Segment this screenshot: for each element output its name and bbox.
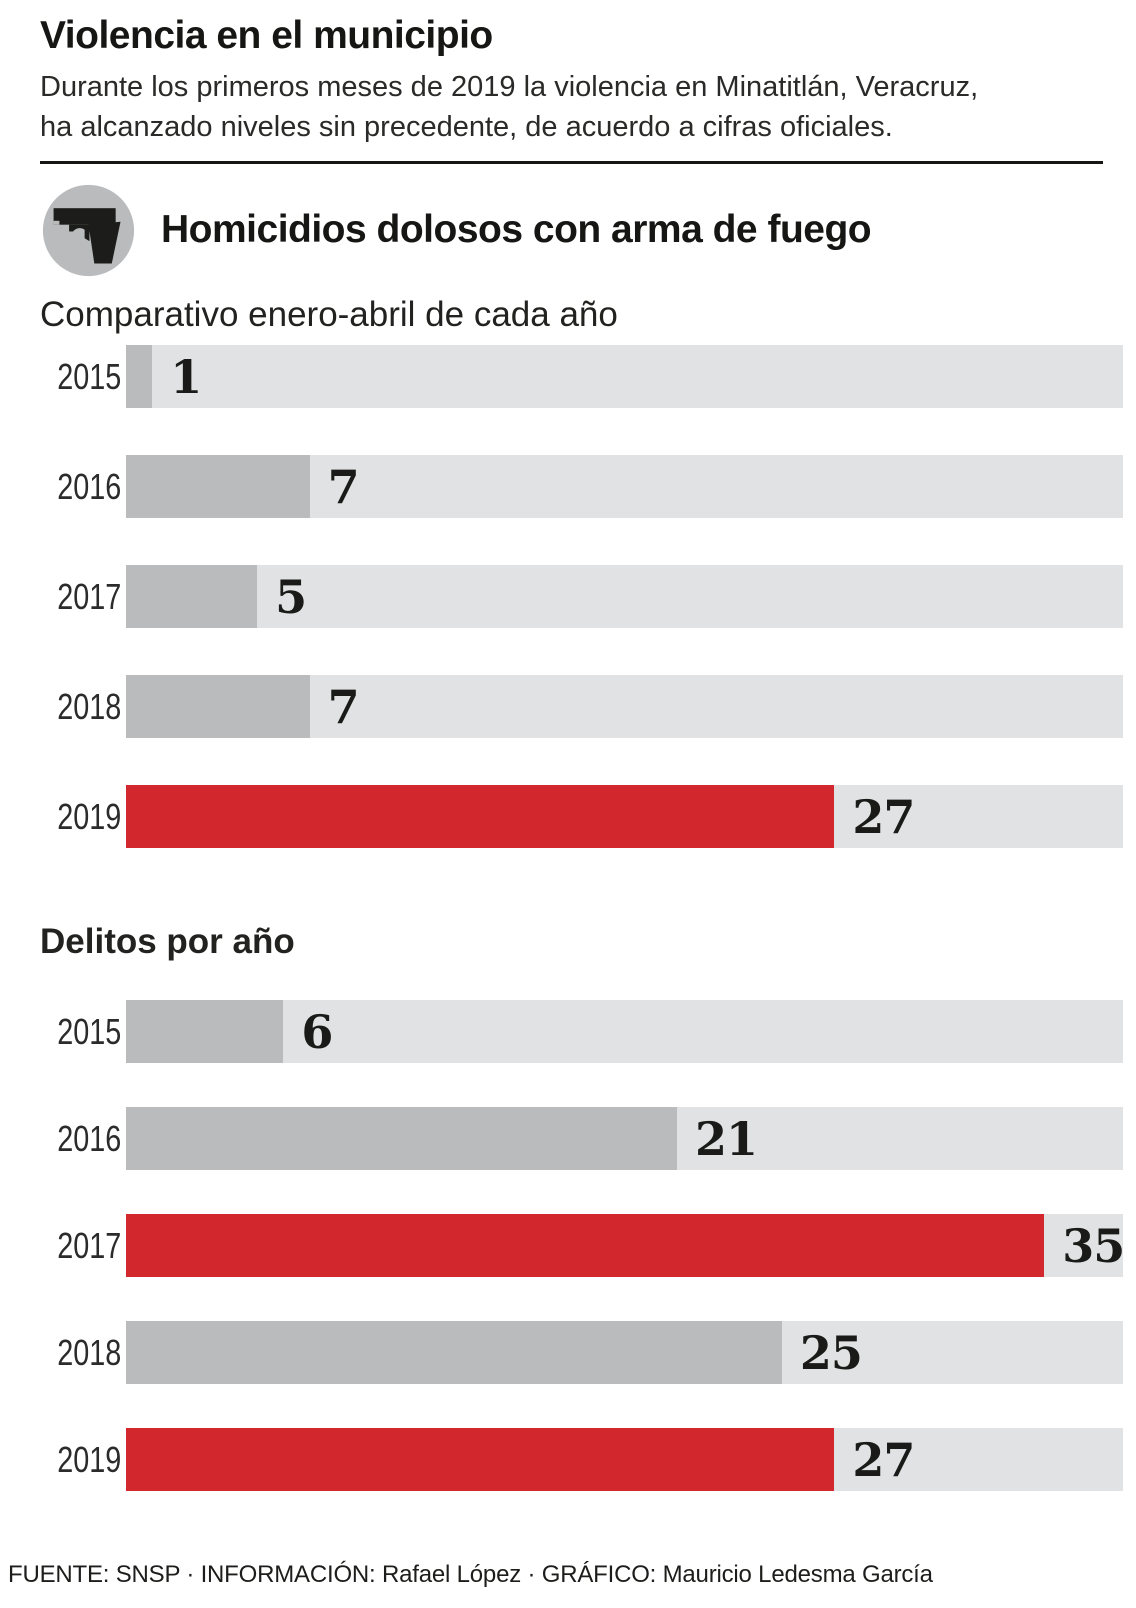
section-header: Homicidios dolosos con arma de fuego (40, 182, 1123, 279)
bar-value: 25 (799, 1325, 863, 1380)
year-label: 2015 (57, 1010, 122, 1052)
subtitle-line-1: Durante los primeros meses de 2019 la vi… (40, 70, 979, 103)
chart-row: 2016 7 (40, 455, 1123, 519)
chart-row: 2017 5 (40, 565, 1123, 629)
bar-track: 27 (126, 1428, 1123, 1492)
bar-fill (126, 675, 310, 739)
chart-comparativo: 2015 1 2016 7 2017 5 2018 7 2019 27 (40, 345, 1123, 849)
year-label: 2016 (57, 1117, 122, 1159)
bar-track: 35 (126, 1214, 1123, 1278)
bar-track: 21 (126, 1107, 1123, 1171)
bar-fill (126, 455, 310, 519)
year-label: 2018 (57, 685, 122, 727)
chart-row: 2016 21 (40, 1107, 1123, 1171)
subtitle-line-2: ha alcanzado niveles sin precedente, de … (40, 110, 893, 143)
page-title: Violencia en el municipio (40, 14, 493, 57)
bar-track: 1 (126, 345, 1123, 409)
chart-row: 2015 6 (40, 1000, 1123, 1064)
bar-value: 7 (327, 459, 360, 514)
bar-value: 27 (852, 1432, 915, 1487)
bar-fill (126, 1000, 284, 1064)
bar-track: 5 (126, 565, 1123, 629)
bar-track: 7 (126, 675, 1123, 739)
year-label: 2018 (57, 1331, 122, 1373)
bar-fill (126, 785, 835, 849)
chart-row: 2019 27 (40, 785, 1123, 849)
credits-footer: FUENTE: SNSP · INFORMACIÓN: Rafael López… (8, 1561, 933, 1589)
chart-row: 2018 25 (40, 1321, 1123, 1385)
bar-value: 6 (301, 1004, 333, 1059)
bar-fill (126, 1107, 677, 1171)
bar-track: 25 (126, 1321, 1123, 1385)
year-label: 2019 (57, 795, 122, 837)
chart-row: 2017 35 (40, 1214, 1123, 1278)
page-subtitle: Durante los primeros meses de 2019 la vi… (40, 67, 1123, 147)
chart-delitos: 2015 6 2016 21 2017 35 2018 25 2019 27 (40, 1000, 1123, 1492)
chart-title-delitos: Delitos por año (40, 922, 295, 962)
bar-value: 5 (275, 569, 307, 624)
bar-value: 21 (694, 1111, 758, 1166)
year-label: 2017 (57, 1224, 122, 1266)
chart-title-comparativo: Comparativo enero-abril de cada año (40, 294, 618, 334)
bar-value: 1 (170, 349, 202, 404)
year-label: 2015 (57, 355, 122, 397)
bar-fill (126, 345, 153, 409)
bar-fill (126, 565, 258, 629)
bar-value: 7 (327, 679, 360, 734)
chart-row: 2015 1 (40, 345, 1123, 409)
bar-value: 27 (852, 789, 915, 844)
year-label: 2019 (57, 1438, 122, 1480)
chart-row: 2019 27 (40, 1428, 1123, 1492)
bar-track: 7 (126, 455, 1123, 519)
year-label: 2016 (57, 465, 122, 507)
divider-rule (40, 160, 1103, 164)
bar-track: 6 (126, 1000, 1123, 1064)
bar-fill (126, 1321, 782, 1385)
gun-icon (42, 184, 135, 276)
year-label: 2017 (57, 575, 122, 617)
chart-row: 2018 7 (40, 675, 1123, 739)
bar-fill (126, 1428, 835, 1492)
bar-fill (126, 1214, 1045, 1278)
bar-value: 35 (1062, 1218, 1123, 1273)
section-title: Homicidios dolosos con arma de fuego (161, 208, 872, 252)
bar-track: 27 (126, 785, 1123, 849)
